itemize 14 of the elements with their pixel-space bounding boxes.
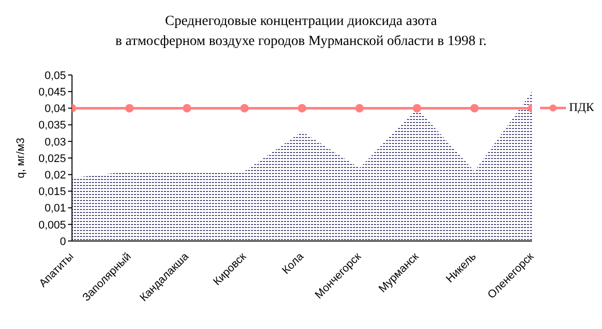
y-tick-label: 0,03 xyxy=(44,136,66,148)
legend-label: ПДК xyxy=(569,100,594,115)
y-tick-label: 0,015 xyxy=(38,186,66,198)
y-axis-title: q, мг/м3 xyxy=(14,138,27,178)
y-tick-label: 0 xyxy=(60,236,66,248)
y-tick-label: 0,01 xyxy=(44,202,66,215)
y-tick-label: 0,035 xyxy=(38,120,66,132)
y-tick-label: 0,045 xyxy=(38,86,66,99)
y-tick-label: 0,005 xyxy=(38,219,66,232)
chart-title: Среднегодовые концентрации диоксида азота в атмосферном воздухе городов Мурманской области в 1998 г. xyxy=(114,13,488,51)
y-tick-label: 0,05 xyxy=(44,70,66,82)
y-tick-label: 0,02 xyxy=(44,170,66,182)
y-tick-label: 0,04 xyxy=(44,103,66,116)
y-tick-label: 0,025 xyxy=(38,152,66,165)
